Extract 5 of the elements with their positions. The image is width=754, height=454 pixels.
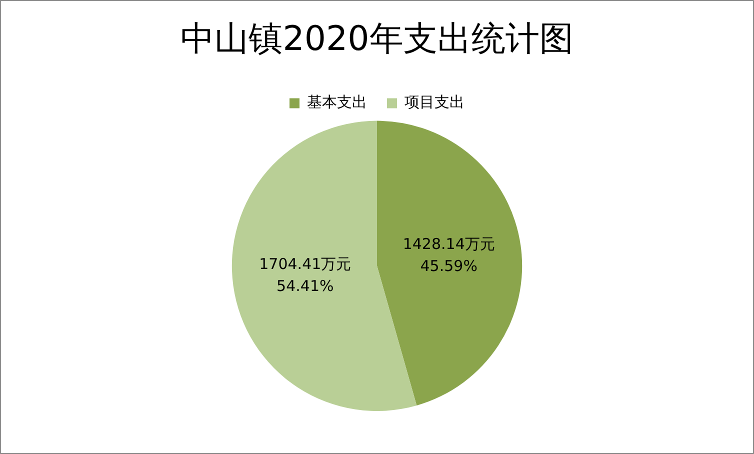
- legend-label: 基本支出: [307, 93, 367, 112]
- data-label: 1428.14万元 45.59%: [402, 234, 495, 275]
- legend-label: 项目支出: [404, 93, 464, 112]
- chart-title: 中山镇2020年支出统计图: [180, 19, 574, 60]
- data-label: 1704.41万元 54.41%: [259, 254, 352, 295]
